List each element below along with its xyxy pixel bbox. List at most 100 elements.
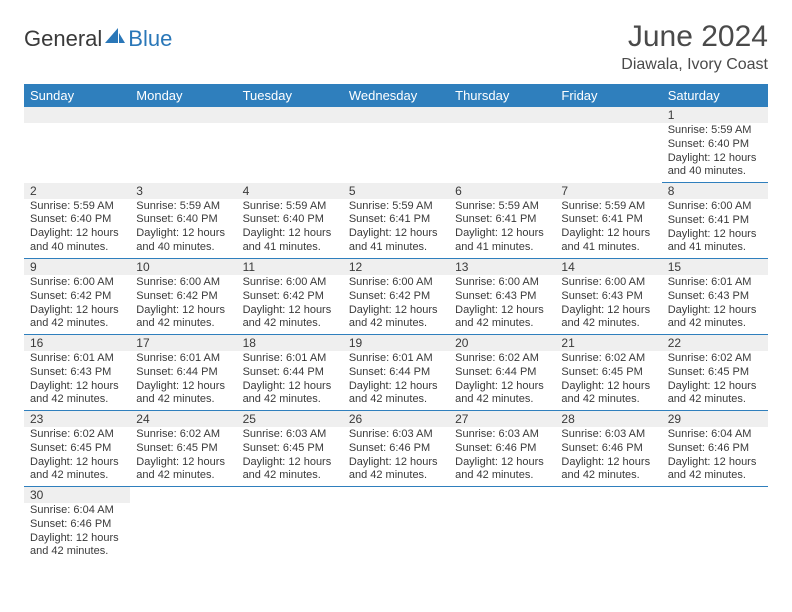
day-details: Sunrise: 6:03 AMSunset: 6:45 PMDaylight:… [237, 427, 343, 486]
day-details: Sunrise: 6:02 AMSunset: 6:45 PMDaylight:… [662, 351, 768, 410]
calendar-week-row: 16Sunrise: 6:01 AMSunset: 6:43 PMDayligh… [24, 335, 768, 411]
day-number: 9 [24, 259, 130, 275]
day-number: 1 [662, 107, 768, 123]
calendar-cell: 20Sunrise: 6:02 AMSunset: 6:44 PMDayligh… [449, 335, 555, 411]
day-details: Sunrise: 6:01 AMSunset: 6:44 PMDaylight:… [237, 351, 343, 410]
day-number: 20 [449, 335, 555, 351]
calendar-cell: 12Sunrise: 6:00 AMSunset: 6:42 PMDayligh… [343, 259, 449, 335]
calendar-grid: SundayMondayTuesdayWednesdayThursdayFrid… [24, 84, 768, 562]
calendar-cell [662, 487, 768, 563]
calendar-cell: 5Sunrise: 5:59 AMSunset: 6:41 PMDaylight… [343, 183, 449, 259]
calendar-cell: 19Sunrise: 6:01 AMSunset: 6:44 PMDayligh… [343, 335, 449, 411]
calendar-cell: 21Sunrise: 6:02 AMSunset: 6:45 PMDayligh… [555, 335, 661, 411]
header-right: June 2024 Diawala, Ivory Coast [621, 20, 768, 74]
day-details: Sunrise: 6:00 AMSunset: 6:42 PMDaylight:… [24, 275, 130, 334]
empty-day-bar [343, 107, 449, 123]
day-details: Sunrise: 5:59 AMSunset: 6:40 PMDaylight:… [130, 199, 236, 258]
day-number: 2 [24, 183, 130, 199]
day-number: 27 [449, 411, 555, 427]
calendar-cell: 16Sunrise: 6:01 AMSunset: 6:43 PMDayligh… [24, 335, 130, 411]
day-number: 16 [24, 335, 130, 351]
page-root: General Blue June 2024 Diawala, Ivory Co… [0, 0, 792, 582]
day-number: 22 [662, 335, 768, 351]
day-number: 3 [130, 183, 236, 199]
empty-day-bar [555, 107, 661, 123]
calendar-cell [555, 487, 661, 563]
calendar-week-row: 1Sunrise: 5:59 AMSunset: 6:40 PMDaylight… [24, 107, 768, 183]
calendar-cell [24, 107, 130, 183]
day-number: 18 [237, 335, 343, 351]
day-details: Sunrise: 6:00 AMSunset: 6:41 PMDaylight:… [662, 199, 768, 258]
day-details: Sunrise: 5:59 AMSunset: 6:41 PMDaylight:… [343, 199, 449, 258]
calendar-cell [555, 107, 661, 183]
day-number: 5 [343, 183, 449, 199]
calendar-cell [343, 487, 449, 563]
calendar-cell [343, 107, 449, 183]
calendar-week-row: 2Sunrise: 5:59 AMSunset: 6:40 PMDaylight… [24, 183, 768, 259]
empty-day-bar [237, 107, 343, 123]
day-number: 28 [555, 411, 661, 427]
calendar-cell: 14Sunrise: 6:00 AMSunset: 6:43 PMDayligh… [555, 259, 661, 335]
sail-icon [104, 27, 126, 52]
day-number: 24 [130, 411, 236, 427]
day-details: Sunrise: 6:02 AMSunset: 6:44 PMDaylight:… [449, 351, 555, 410]
day-number: 21 [555, 335, 661, 351]
calendar-cell: 2Sunrise: 5:59 AMSunset: 6:40 PMDaylight… [24, 183, 130, 259]
calendar-week-row: 9Sunrise: 6:00 AMSunset: 6:42 PMDaylight… [24, 259, 768, 335]
day-number: 11 [237, 259, 343, 275]
day-details: Sunrise: 6:04 AMSunset: 6:46 PMDaylight:… [662, 427, 768, 486]
day-number: 23 [24, 411, 130, 427]
day-details: Sunrise: 6:00 AMSunset: 6:43 PMDaylight:… [449, 275, 555, 334]
calendar-cell: 9Sunrise: 6:00 AMSunset: 6:42 PMDaylight… [24, 259, 130, 335]
calendar-cell: 3Sunrise: 5:59 AMSunset: 6:40 PMDaylight… [130, 183, 236, 259]
day-details: Sunrise: 6:00 AMSunset: 6:42 PMDaylight:… [130, 275, 236, 334]
page-header: General Blue June 2024 Diawala, Ivory Co… [24, 20, 768, 74]
brand-name-1: General [24, 26, 102, 52]
brand-logo: General Blue [24, 20, 172, 52]
empty-day-bar [24, 107, 130, 123]
calendar-cell: 10Sunrise: 6:00 AMSunset: 6:42 PMDayligh… [130, 259, 236, 335]
location-text: Diawala, Ivory Coast [621, 56, 768, 74]
day-details: Sunrise: 6:04 AMSunset: 6:46 PMDaylight:… [24, 503, 130, 562]
day-number: 25 [237, 411, 343, 427]
calendar-day-header: Saturday [662, 84, 768, 107]
day-details: Sunrise: 6:01 AMSunset: 6:43 PMDaylight:… [24, 351, 130, 410]
day-details: Sunrise: 6:02 AMSunset: 6:45 PMDaylight:… [130, 427, 236, 486]
day-number: 6 [449, 183, 555, 199]
day-number: 19 [343, 335, 449, 351]
day-number: 15 [662, 259, 768, 275]
day-number: 7 [555, 183, 661, 199]
day-details: Sunrise: 6:02 AMSunset: 6:45 PMDaylight:… [555, 351, 661, 410]
calendar-cell [130, 107, 236, 183]
page-title: June 2024 [621, 20, 768, 54]
brand-name-2: Blue [128, 26, 172, 52]
empty-day-bar [130, 107, 236, 123]
calendar-day-header: Tuesday [237, 84, 343, 107]
calendar-cell: 25Sunrise: 6:03 AMSunset: 6:45 PMDayligh… [237, 411, 343, 487]
day-number: 26 [343, 411, 449, 427]
day-number: 30 [24, 487, 130, 503]
calendar-cell: 22Sunrise: 6:02 AMSunset: 6:45 PMDayligh… [662, 335, 768, 411]
calendar-cell: 4Sunrise: 5:59 AMSunset: 6:40 PMDaylight… [237, 183, 343, 259]
calendar-cell: 15Sunrise: 6:01 AMSunset: 6:43 PMDayligh… [662, 259, 768, 335]
calendar-cell: 6Sunrise: 5:59 AMSunset: 6:41 PMDaylight… [449, 183, 555, 259]
calendar-cell: 23Sunrise: 6:02 AMSunset: 6:45 PMDayligh… [24, 411, 130, 487]
day-details: Sunrise: 5:59 AMSunset: 6:41 PMDaylight:… [555, 199, 661, 258]
calendar-day-header: Wednesday [343, 84, 449, 107]
calendar-day-header: Monday [130, 84, 236, 107]
calendar-cell: 1Sunrise: 5:59 AMSunset: 6:40 PMDaylight… [662, 107, 768, 183]
calendar-cell: 30Sunrise: 6:04 AMSunset: 6:46 PMDayligh… [24, 487, 130, 563]
day-number: 13 [449, 259, 555, 275]
day-number: 4 [237, 183, 343, 199]
day-number: 10 [130, 259, 236, 275]
day-details: Sunrise: 6:00 AMSunset: 6:42 PMDaylight:… [237, 275, 343, 334]
empty-day-bar [449, 107, 555, 123]
calendar-day-header: Friday [555, 84, 661, 107]
calendar-cell [449, 487, 555, 563]
day-details: Sunrise: 6:00 AMSunset: 6:42 PMDaylight:… [343, 275, 449, 334]
day-details: Sunrise: 6:03 AMSunset: 6:46 PMDaylight:… [449, 427, 555, 486]
day-number: 29 [662, 411, 768, 427]
calendar-cell: 8Sunrise: 6:00 AMSunset: 6:41 PMDaylight… [662, 183, 768, 259]
calendar-week-row: 30Sunrise: 6:04 AMSunset: 6:46 PMDayligh… [24, 487, 768, 563]
day-number: 17 [130, 335, 236, 351]
